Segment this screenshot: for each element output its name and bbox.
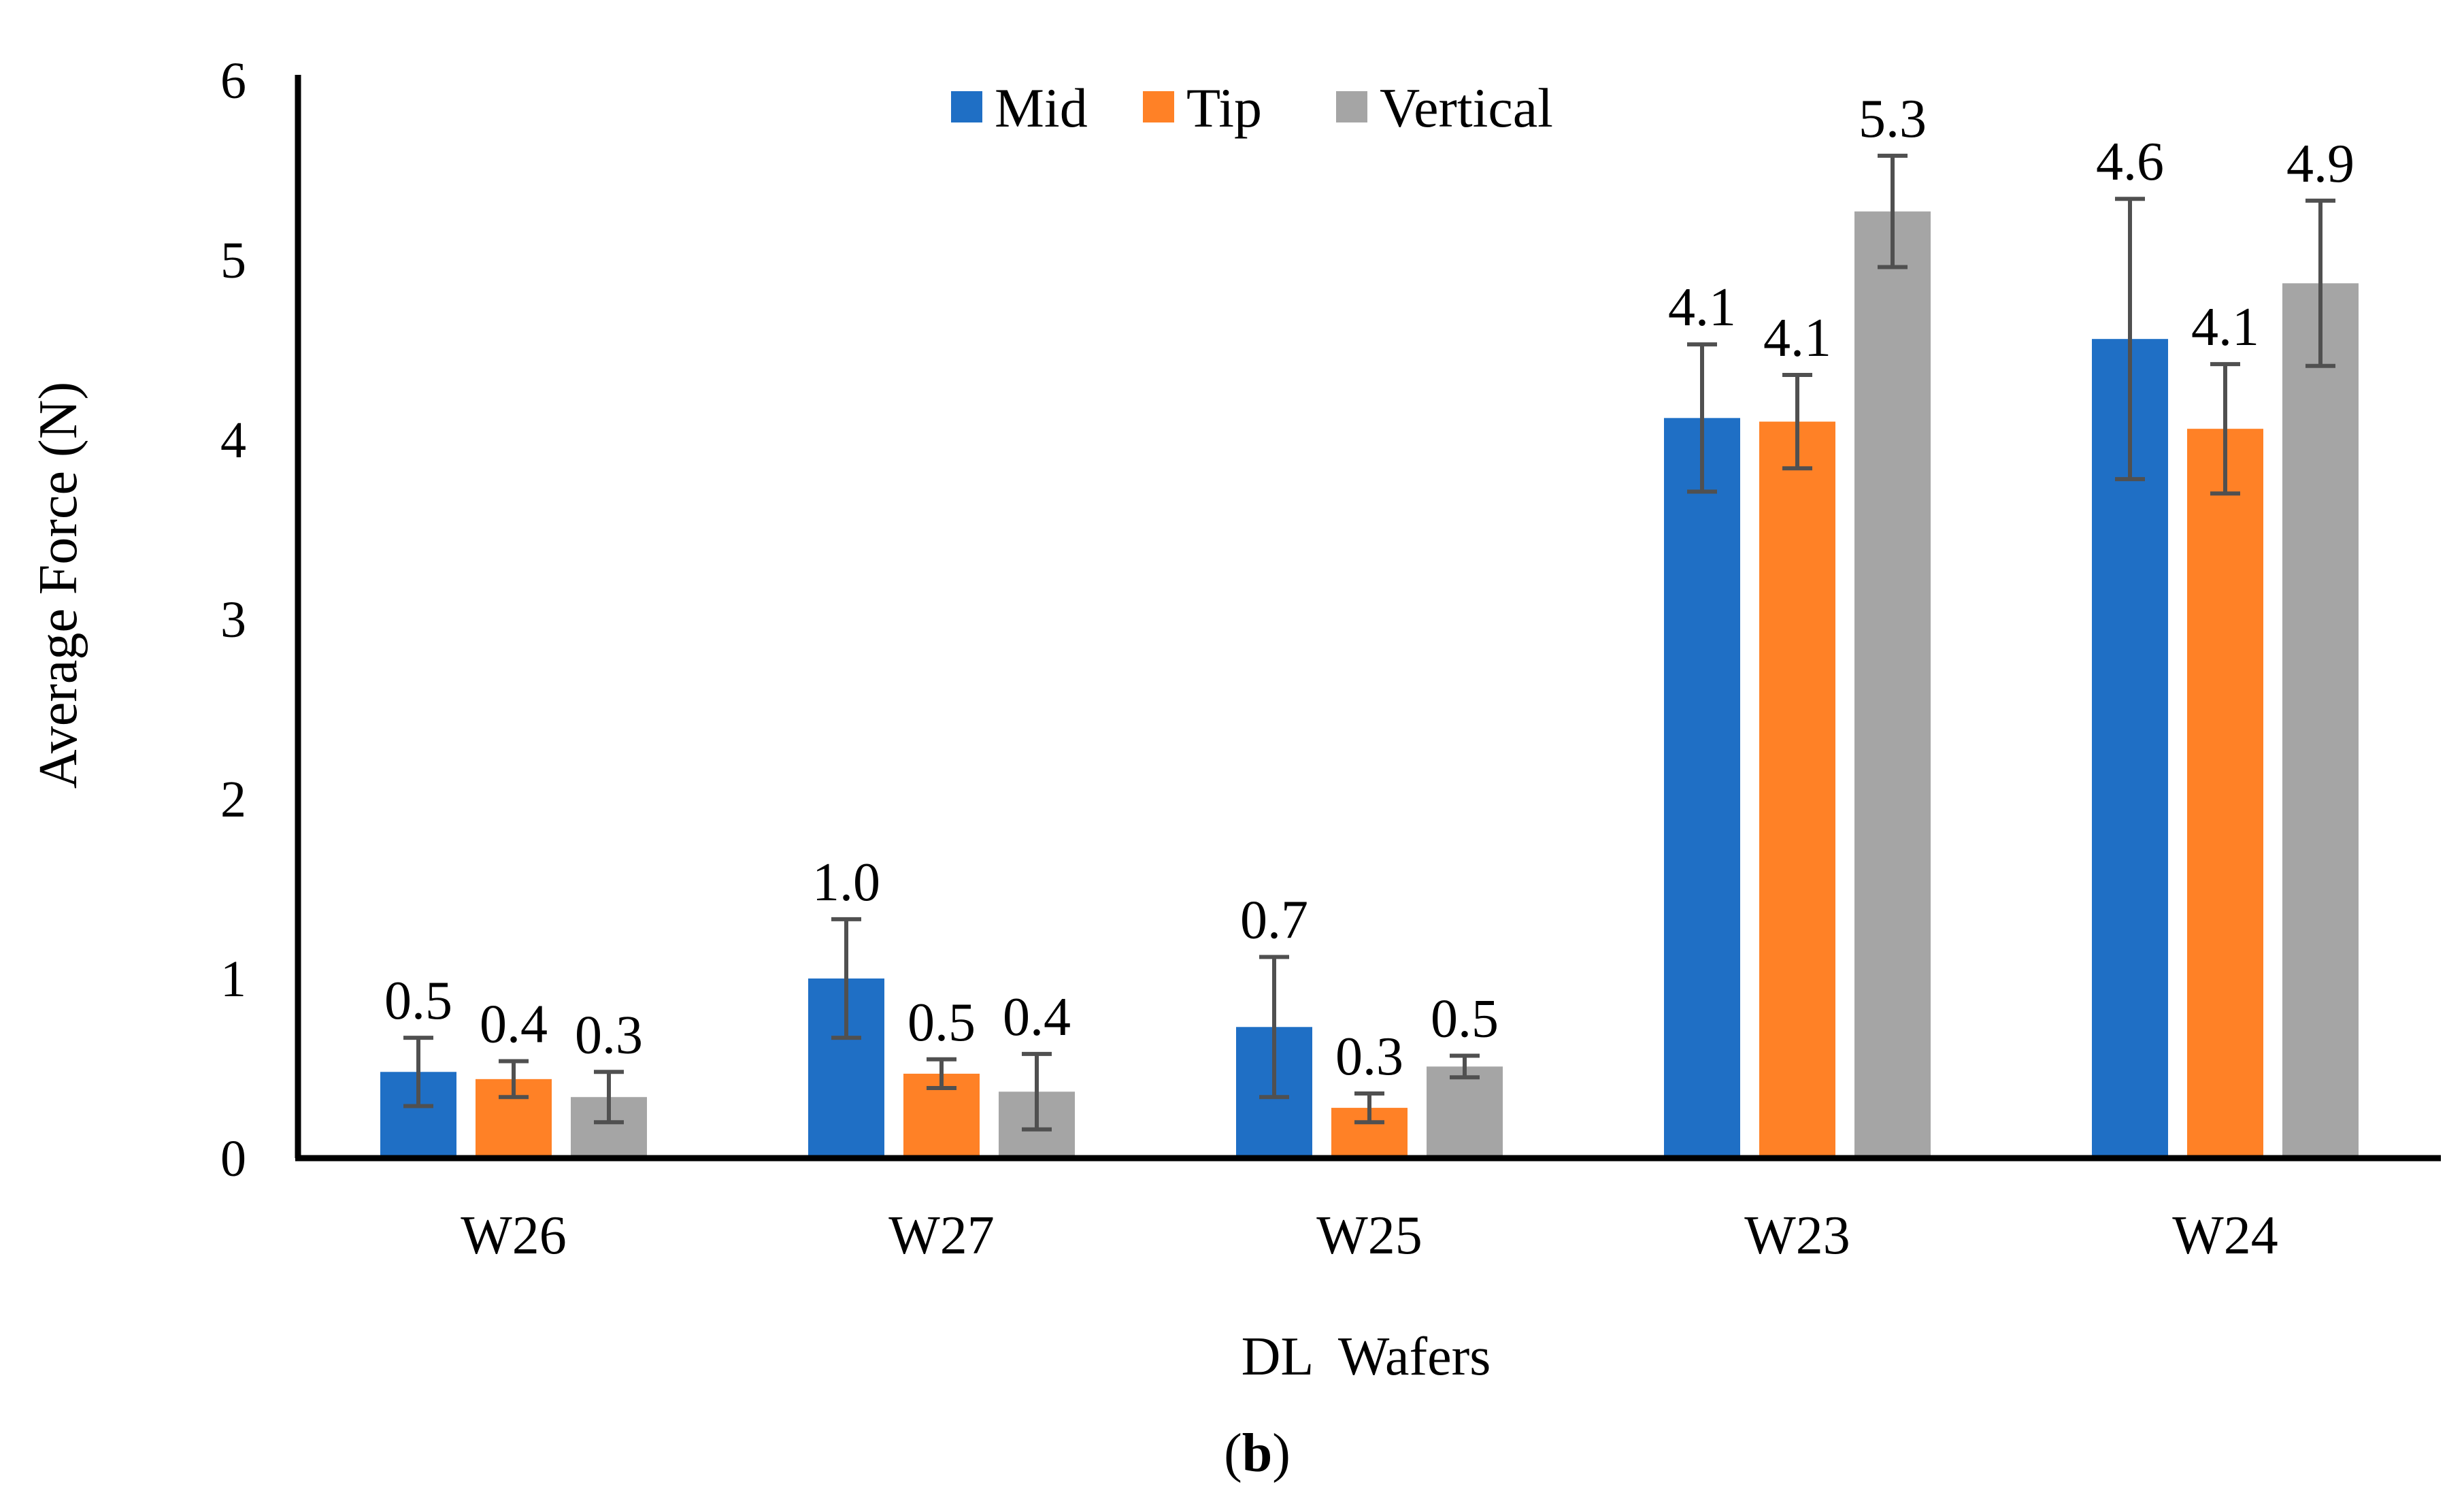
error-bar-mid-w24 [2115,197,2145,482]
data-label-mid-w23: 4.1 [1668,278,1736,338]
y-tick-label-2: 2 [220,771,246,828]
x-axis-title: DL Wafers [1242,1327,1491,1387]
data-label-mid-w27: 1.0 [812,853,880,912]
bars-layer [380,211,2359,1159]
data-label-vertical-w25: 0.5 [1431,989,1499,1049]
legend-item-mid: Mid [951,77,1088,139]
data-label-mid-w25: 0.7 [1240,890,1308,950]
data-label-vertical-w27: 0.4 [1003,987,1071,1047]
data-label-tip-w24: 4.1 [2191,297,2259,357]
y-tick-label-5: 5 [220,232,246,289]
y-tick-label-3: 3 [220,591,246,648]
x-category-label-w26: W26 [461,1206,567,1266]
caption-letter: b [1242,1424,1273,1483]
x-category-label-w27: W27 [888,1206,995,1266]
error-bar-vertical-w24 [2305,198,2335,368]
bar-vertical-w23 [1854,211,1931,1159]
y-tick-label-1: 1 [220,951,246,1008]
error-bar-tip-w25 [1354,1091,1384,1125]
x-category-label-w24: W24 [2172,1206,2278,1266]
y-tick-label-6: 6 [220,52,246,110]
error-bar-mid-w25 [1259,955,1289,1100]
data-label-tip-w26: 0.4 [480,994,548,1054]
error-bar-vertical-w27 [1022,1051,1052,1132]
error-bar-vertical-w26 [594,1070,624,1125]
x-category-label-w25: W25 [1316,1206,1422,1266]
error-bar-mid-w23 [1687,342,1717,494]
data-label-vertical-w23: 5.3 [1859,89,1927,149]
x-category-label-w23: W23 [1744,1206,1850,1266]
data-label-vertical-w24: 4.9 [2286,134,2354,194]
legend-swatch-tip [1143,91,1174,122]
error-bars-layer [403,153,2335,1132]
error-bar-tip-w23 [1782,372,1812,471]
data-label-tip-w27: 0.5 [908,993,976,1053]
figure-caption: (b) [1224,1424,1291,1483]
legend: Mid Tip Vertical [951,77,1553,139]
data-labels-layer: 0.5 0.4 0.3 1.0 0.5 0.4 0.7 0.3 0.5 4.1 4.1 5.3 4.6 4… [384,89,2354,1087]
bar-tip-w23 [1759,421,1835,1158]
bar-mid-w23 [1664,418,1740,1158]
bar-vertical-w25 [1427,1066,1503,1158]
error-bar-mid-w26 [403,1036,433,1108]
legend-label-vertical: Vertical [1380,77,1553,139]
error-bar-tip-w27 [927,1057,956,1091]
caption-close-paren: ) [1272,1424,1291,1483]
y-tick-label-4: 4 [220,412,246,469]
y-axis-title: Average Force (N) [29,382,88,789]
y-tick-label-0: 0 [220,1130,246,1187]
error-bar-vertical-w25 [1450,1053,1480,1080]
data-label-mid-w24: 4.6 [2096,132,2164,192]
data-label-mid-w26: 0.5 [384,971,452,1031]
caption-open-paren: ( [1224,1424,1242,1483]
legend-label-tip: Tip [1186,77,1262,139]
data-label-vertical-w26: 0.3 [575,1005,643,1065]
legend-swatch-vertical [1336,91,1367,122]
error-bar-tip-w26 [499,1059,529,1100]
error-bar-mid-w27 [831,917,861,1040]
error-bar-tip-w24 [2210,362,2240,496]
legend-label-mid: Mid [995,77,1088,139]
y-tick-labels: 0 1 2 3 4 5 6 [220,52,246,1187]
bar-vertical-w24 [2282,283,2359,1158]
x-category-labels: W26 W27 W25 W23 W24 [461,1206,2278,1266]
legend-item-tip: Tip [1143,77,1262,139]
error-bar-vertical-w23 [1878,153,1908,269]
data-label-tip-w25: 0.3 [1335,1027,1403,1087]
data-label-tip-w23: 4.1 [1763,308,1831,368]
legend-item-vertical: Vertical [1336,77,1553,139]
bar-tip-w24 [2187,429,2263,1159]
legend-swatch-mid [951,91,982,122]
